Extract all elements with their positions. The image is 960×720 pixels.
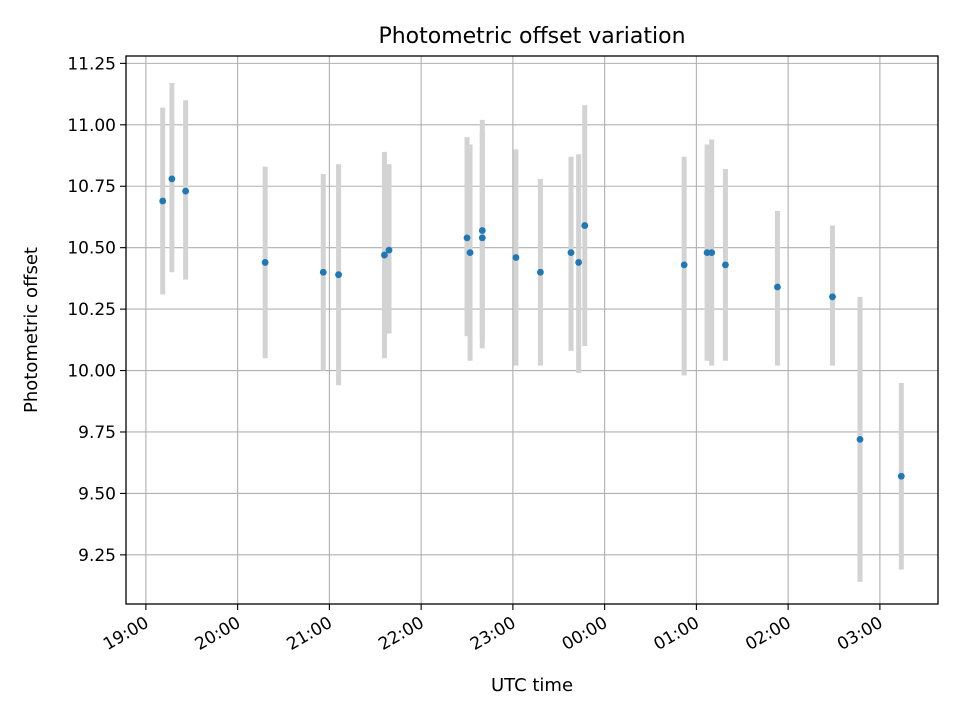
data-point: [478, 227, 486, 234]
y-tick-label: 11.00: [67, 116, 116, 136]
data-point: [829, 293, 836, 301]
data-point: [159, 197, 167, 205]
data-point: [856, 435, 864, 443]
data-point: [575, 259, 583, 266]
chart-title: Photometric offset variation: [378, 24, 685, 49]
y-tick-label: 9.25: [78, 546, 116, 566]
data-point: [182, 187, 190, 195]
y-tick-label: 10.00: [67, 362, 116, 382]
data-point: [261, 259, 269, 266]
data-point: [385, 246, 393, 254]
data-point: [463, 234, 471, 242]
data-point: [478, 234, 486, 242]
x-axis-title: UTC time: [491, 675, 573, 696]
data-point: [381, 251, 388, 259]
data-point: [537, 268, 544, 276]
y-tick-label: 9.75: [78, 423, 116, 443]
data-point: [680, 261, 688, 269]
data-point: [335, 271, 342, 279]
data-point: [581, 222, 589, 229]
marker-layer: [159, 175, 905, 480]
data-point: [319, 268, 327, 276]
grid-layer: [126, 56, 938, 604]
data-point: [168, 175, 176, 183]
data-point: [512, 254, 520, 261]
y-tick-label: 11.25: [67, 54, 116, 74]
plot-frame: [125, 55, 939, 605]
y-tick-label: 9.50: [78, 484, 116, 504]
y-tick-label: 10.25: [67, 300, 116, 320]
data-point: [708, 249, 716, 256]
y-axis-title: Photometric offset: [21, 247, 42, 413]
y-tick-label: 10.75: [67, 177, 116, 197]
data-point: [897, 472, 905, 480]
data-point: [466, 249, 474, 256]
data-point: [722, 261, 729, 269]
data-point: [567, 249, 575, 256]
y-tick-label: 10.50: [67, 239, 116, 259]
data-point: [774, 283, 781, 291]
